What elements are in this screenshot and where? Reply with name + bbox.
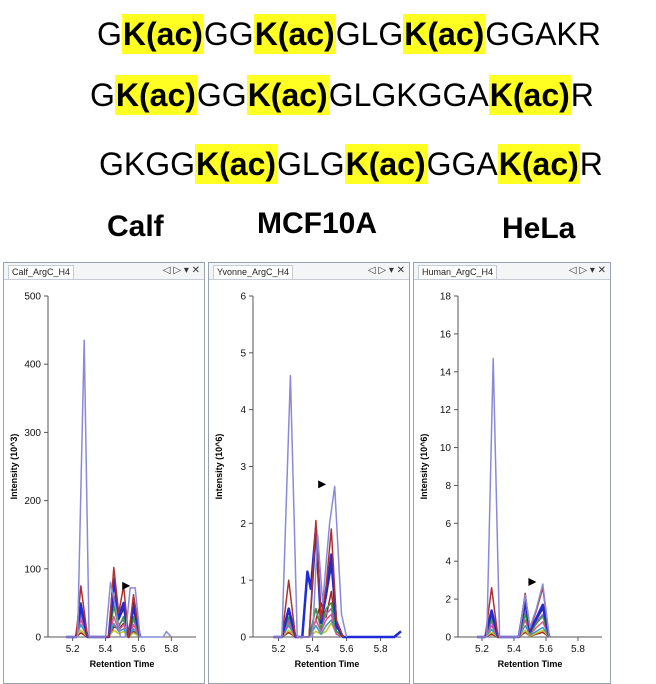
- y-axis-label: Intensity (10^6): [214, 434, 224, 500]
- chromatogram-trace: [273, 602, 344, 638]
- panel-title[interactable]: Human_ArgC_H4: [418, 265, 498, 279]
- acetyl-lysine-highlight: K(ac): [114, 75, 197, 115]
- panel-controls[interactable]: ◁ ▷ ▾ ✕: [367, 265, 405, 276]
- acetyl-lysine-highlight: K(ac): [344, 144, 427, 184]
- x-tick-label: 5.6: [340, 644, 354, 655]
- chart-panel-mcf10a: Yvonne_ArgC_H4 ◁ ▷ ▾ ✕ 0 1 2 3 4 5 6 5.2 5.4 5.6 5…: [208, 262, 410, 684]
- sequence-segment: GGA: [426, 146, 498, 182]
- sequence-segment: G: [90, 77, 115, 113]
- sample-label-hela: HeLa: [502, 212, 576, 245]
- panel-controls[interactable]: ◁ ▷ ▾ ✕: [568, 265, 606, 276]
- acetyl-lysine-highlight: K(ac): [121, 14, 204, 54]
- x-tick-label: 5.6: [539, 644, 553, 655]
- panel-tab-bar: Human_ArgC_H4 ◁ ▷ ▾ ✕: [414, 263, 610, 280]
- acetyl-lysine-highlight: K(ac): [488, 75, 571, 115]
- y-tick-label: 5: [240, 348, 246, 359]
- sequence-segment: GLG: [277, 146, 345, 182]
- panel-tab-bar: Calf_ArgC_H4 ◁ ▷ ▾ ✕: [4, 263, 204, 280]
- peptide-sequence-2: GK(ac)GGK(ac)GLGKGGAK(ac)R: [90, 75, 594, 115]
- x-tick-label: 5.4: [507, 644, 521, 655]
- sequence-segment: GG: [196, 77, 247, 113]
- sequence-segment: GGAKR: [485, 16, 601, 52]
- x-tick-label: 5.4: [99, 644, 113, 655]
- x-axis-label: Retention Time: [295, 659, 360, 669]
- chromatogram-trace: [66, 339, 172, 638]
- chromatogram-chart: 0 1 2 3 4 5 6 5.2 5.4 5.6 5.8 Retention Time Intensi…: [214, 292, 402, 669]
- y-tick-label: 0: [240, 633, 246, 644]
- y-tick-label: 12: [440, 405, 452, 416]
- acetyl-lysine-highlight: K(ac): [195, 144, 278, 184]
- chromatogram-trace: [477, 357, 550, 638]
- y-tick-label: 200: [24, 496, 41, 507]
- y-tick-label: 500: [24, 292, 41, 303]
- y-axis-label: Intensity (10^6): [419, 434, 429, 500]
- y-tick-label: 2: [445, 595, 451, 606]
- y-tick-label: 0: [35, 633, 41, 644]
- x-tick-label: 5.2: [475, 644, 489, 655]
- x-tick-label: 5.6: [131, 644, 145, 655]
- y-tick-label: 100: [24, 564, 41, 575]
- y-tick-label: 10: [440, 443, 452, 454]
- peak-marker-arrow-icon: [122, 581, 131, 590]
- x-tick-label: 5.8: [164, 644, 178, 655]
- chromatogram-trace: [273, 619, 344, 638]
- y-tick-label: 4: [240, 405, 246, 416]
- acetyl-lysine-highlight: K(ac): [246, 75, 329, 115]
- sequence-segment: GG: [203, 16, 254, 52]
- peak-marker-arrow-icon: [528, 577, 537, 586]
- x-axis-label: Retention Time: [90, 659, 155, 669]
- panel-tab-bar: Yvonne_ArgC_H4 ◁ ▷ ▾ ✕: [209, 263, 409, 280]
- sample-label-mcf10a: MCF10A: [257, 207, 378, 240]
- sequence-segment: R: [579, 146, 603, 182]
- sequence-segment: R: [570, 77, 594, 113]
- chromatogram-trace: [273, 374, 348, 638]
- acetyl-lysine-highlight: K(ac): [253, 14, 336, 54]
- sequence-segment: GLGKGGA: [328, 77, 489, 113]
- panel-controls[interactable]: ◁ ▷ ▾ ✕: [162, 265, 200, 276]
- y-tick-label: 4: [445, 557, 451, 568]
- acetyl-lysine-highlight: K(ac): [497, 144, 580, 184]
- y-axis-label: Intensity (10^3): [9, 434, 19, 500]
- y-tick-label: 6: [240, 292, 246, 303]
- y-tick-label: 14: [440, 367, 452, 378]
- sample-label-calf: Calf: [107, 210, 164, 243]
- peak-marker-arrow-icon: [318, 480, 327, 489]
- acetyl-lysine-highlight: K(ac): [403, 14, 486, 54]
- x-tick-label: 5.8: [374, 644, 388, 655]
- y-tick-label: 18: [440, 292, 452, 303]
- y-tick-label: 8: [445, 481, 451, 492]
- panel-title[interactable]: Yvonne_ArgC_H4: [213, 265, 294, 279]
- y-tick-label: 16: [440, 329, 452, 340]
- sequence-segment: G: [97, 16, 122, 52]
- y-tick-label: 300: [24, 428, 41, 439]
- peptide-sequence-3: GKGGK(ac)GLGK(ac)GGAK(ac)R: [99, 144, 603, 184]
- y-tick-label: 6: [445, 519, 451, 530]
- chromatogram-chart: 0 2 4 6 8 10 12 14 16 18 5.2 5.4 5.6 5.8 Retention Tim…: [419, 292, 602, 669]
- y-tick-label: 3: [240, 462, 246, 473]
- x-tick-label: 5.2: [66, 644, 80, 655]
- sequence-segment: GKGG: [99, 146, 196, 182]
- x-axis-label: Retention Time: [498, 659, 563, 669]
- chart-panel-hela: Human_ArgC_H4 ◁ ▷ ▾ ✕ 0 2 4 6 8 10 12 14 16 18 5.2…: [413, 262, 611, 684]
- chromatogram-trace: [273, 519, 344, 638]
- x-tick-label: 5.4: [306, 644, 320, 655]
- y-tick-label: 400: [24, 360, 41, 371]
- y-tick-label: 2: [240, 519, 246, 530]
- x-tick-label: 5.8: [571, 644, 585, 655]
- sequence-segment: GLG: [335, 16, 404, 52]
- y-tick-label: 1: [240, 576, 246, 587]
- peptide-sequence-1: GK(ac)GGK(ac)GLGK(ac)GGAKR: [97, 14, 601, 54]
- x-tick-label: 5.2: [272, 644, 286, 655]
- panel-title[interactable]: Calf_ArgC_H4: [8, 265, 75, 279]
- y-tick-label: 0: [445, 633, 451, 644]
- chromatogram-chart: 0 100 200 300 400 500 5.2 5.4 5.6 5.8 Retention Ti…: [9, 292, 196, 669]
- chart-panel-calf: Calf_ArgC_H4 ◁ ▷ ▾ ✕ 0 100 200 300 400 500 5.2…: [3, 262, 205, 684]
- chromatogram-trace: [66, 566, 141, 638]
